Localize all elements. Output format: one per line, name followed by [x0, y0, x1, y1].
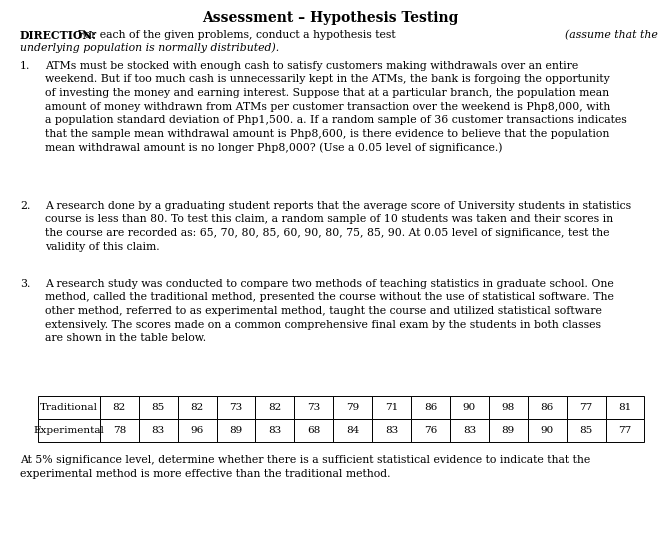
- Text: 68: 68: [307, 426, 321, 435]
- Bar: [489, 396, 527, 419]
- Text: 81: 81: [619, 403, 632, 412]
- Text: 85: 85: [580, 426, 593, 435]
- Text: 83: 83: [463, 426, 476, 435]
- Bar: [217, 396, 255, 419]
- Bar: [100, 419, 139, 442]
- Text: 76: 76: [424, 426, 437, 435]
- Text: 86: 86: [541, 403, 554, 412]
- Bar: [489, 419, 527, 442]
- Text: 82: 82: [190, 403, 204, 412]
- Text: 71: 71: [385, 403, 398, 412]
- Bar: [372, 419, 411, 442]
- Text: 89: 89: [229, 426, 243, 435]
- Text: 77: 77: [619, 426, 632, 435]
- Text: 83: 83: [268, 426, 282, 435]
- Bar: [605, 396, 644, 419]
- Text: 3.: 3.: [20, 279, 30, 289]
- Bar: [605, 419, 644, 442]
- Bar: [527, 419, 566, 442]
- Bar: [38, 419, 100, 442]
- Bar: [566, 419, 605, 442]
- Bar: [255, 396, 294, 419]
- Text: 85: 85: [151, 403, 165, 412]
- Text: ATMs must be stocked with enough cash to satisfy customers making withdrawals ov: ATMs must be stocked with enough cash to…: [45, 61, 627, 153]
- Text: Experimental: Experimental: [34, 426, 104, 435]
- Text: A research done by a graduating student reports that the average score of Univer: A research done by a graduating student …: [45, 201, 631, 252]
- Text: 1.: 1.: [20, 61, 30, 71]
- Text: 90: 90: [463, 403, 476, 412]
- Bar: [100, 396, 139, 419]
- Text: Traditional: Traditional: [40, 403, 98, 412]
- Text: At 5% significance level, determine whether there is a sufficient statistical ev: At 5% significance level, determine whet…: [20, 455, 590, 478]
- Bar: [139, 396, 178, 419]
- Bar: [450, 396, 489, 419]
- Bar: [411, 419, 450, 442]
- Text: underlying population is normally distributed).: underlying population is normally distri…: [20, 42, 279, 53]
- Text: 96: 96: [190, 426, 204, 435]
- Bar: [217, 419, 255, 442]
- Text: 98: 98: [502, 403, 515, 412]
- Text: 77: 77: [580, 403, 593, 412]
- Bar: [139, 419, 178, 442]
- Bar: [372, 396, 411, 419]
- Text: (assume that the: (assume that the: [565, 30, 658, 40]
- Text: 82: 82: [268, 403, 282, 412]
- Text: 90: 90: [541, 426, 554, 435]
- Text: 83: 83: [385, 426, 398, 435]
- Text: 86: 86: [424, 403, 437, 412]
- Text: 83: 83: [151, 426, 165, 435]
- Bar: [527, 396, 566, 419]
- Bar: [294, 419, 333, 442]
- Text: 79: 79: [346, 403, 360, 412]
- Bar: [450, 419, 489, 442]
- Text: 73: 73: [307, 403, 321, 412]
- Bar: [411, 396, 450, 419]
- Bar: [38, 396, 100, 419]
- Text: 82: 82: [112, 403, 126, 412]
- Bar: [178, 419, 217, 442]
- Text: 73: 73: [229, 403, 243, 412]
- Bar: [294, 396, 333, 419]
- Bar: [566, 396, 605, 419]
- Text: 89: 89: [502, 426, 515, 435]
- Text: A research study was conducted to compare two methods of teaching statistics in : A research study was conducted to compar…: [45, 279, 614, 343]
- Bar: [333, 396, 372, 419]
- Text: 84: 84: [346, 426, 360, 435]
- Text: DIRECTION:: DIRECTION:: [20, 30, 97, 41]
- Bar: [178, 396, 217, 419]
- Bar: [255, 419, 294, 442]
- Text: Assessment – Hypothesis Testing: Assessment – Hypothesis Testing: [202, 11, 459, 25]
- Text: 2.: 2.: [20, 201, 30, 211]
- Text: 78: 78: [112, 426, 126, 435]
- Bar: [333, 419, 372, 442]
- Text: For each of the given problems, conduct a hypothesis test: For each of the given problems, conduct …: [74, 30, 399, 40]
